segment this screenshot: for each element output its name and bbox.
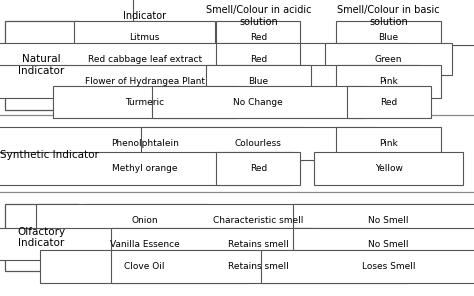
Bar [314, 152, 463, 185]
Bar [53, 86, 237, 118]
Bar [261, 250, 474, 283]
Text: Retains smell: Retains smell [228, 240, 289, 249]
Bar [74, 21, 215, 53]
Text: Pink: Pink [379, 77, 398, 86]
Bar [5, 21, 78, 110]
Text: Clove Oil: Clove Oil [124, 262, 165, 271]
Bar [336, 65, 441, 98]
Bar [293, 228, 474, 260]
Text: Onion: Onion [131, 216, 158, 225]
Bar [0, 0, 474, 45]
Text: Colourless: Colourless [235, 139, 282, 148]
Bar [5, 130, 95, 179]
Text: Turmeric: Turmeric [125, 98, 164, 107]
Text: Synthetic Indicator: Synthetic Indicator [0, 150, 99, 160]
Text: Yellow: Yellow [375, 164, 402, 173]
Bar [29, 0, 259, 34]
Bar [0, 65, 420, 98]
Text: Blue: Blue [379, 33, 399, 41]
Text: Red: Red [250, 164, 267, 173]
Text: Characteristic smell: Characteristic smell [213, 216, 303, 225]
Bar [217, 43, 300, 75]
Bar [40, 250, 249, 283]
Bar [141, 127, 375, 160]
Bar [0, 228, 313, 260]
Bar [83, 204, 206, 237]
Text: Natural
Indicator: Natural Indicator [18, 54, 64, 76]
Bar [152, 86, 365, 118]
Text: Indicator: Indicator [123, 11, 166, 21]
Bar [336, 21, 441, 53]
Text: Loses Smell: Loses Smell [362, 262, 415, 271]
Text: Vanilla Essence: Vanilla Essence [109, 240, 180, 249]
Text: Blue: Blue [248, 77, 268, 86]
Bar [36, 204, 474, 237]
Text: No Change: No Change [234, 98, 283, 107]
Text: Green: Green [375, 55, 402, 64]
Bar [0, 152, 292, 185]
Bar [0, 43, 409, 75]
Bar [217, 152, 300, 185]
Bar [336, 127, 441, 160]
Bar [347, 86, 430, 118]
Bar [5, 204, 78, 271]
Text: No Smell: No Smell [368, 240, 409, 249]
Bar [111, 250, 406, 283]
Bar [0, 127, 302, 160]
Text: Red: Red [250, 55, 267, 64]
Bar [293, 204, 474, 237]
Bar [217, 21, 300, 53]
Text: Litmus: Litmus [129, 33, 160, 41]
Bar [133, 0, 474, 45]
Text: Retains smell: Retains smell [228, 262, 289, 271]
Bar [111, 228, 406, 260]
Text: Methyl orange: Methyl orange [112, 164, 177, 173]
Text: Flower of Hydrangea Plant: Flower of Hydrangea Plant [84, 77, 205, 86]
Text: Smell/Colour in acidic
solution: Smell/Colour in acidic solution [206, 6, 311, 27]
Bar [325, 43, 452, 75]
Text: Red cabbage leaf extract: Red cabbage leaf extract [88, 55, 201, 64]
Text: Olfactory
Indicator: Olfactory Indicator [18, 227, 65, 248]
Text: Pink: Pink [379, 139, 398, 148]
Text: Smell/Colour in basic
solution: Smell/Colour in basic solution [337, 6, 440, 27]
Text: Red: Red [380, 98, 397, 107]
Bar [206, 65, 311, 98]
Text: Red: Red [250, 33, 267, 41]
Text: No Smell: No Smell [368, 216, 409, 225]
Text: Phenolphtalein: Phenolphtalein [110, 139, 179, 148]
